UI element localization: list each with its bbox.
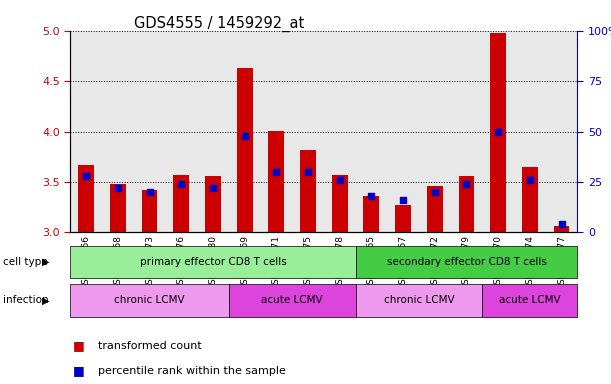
Text: transformed count: transformed count [98,341,202,351]
Point [461,181,471,187]
Text: acute LCMV: acute LCMV [262,295,323,306]
Point [177,181,186,187]
Bar [110,184,126,232]
Text: ■: ■ [73,364,85,377]
Bar [300,150,316,232]
Bar [229,284,356,317]
Text: ▶: ▶ [42,257,49,267]
Bar [174,175,189,232]
Point [335,177,345,183]
Bar [356,284,482,317]
Text: infection: infection [3,295,49,306]
Text: primary effector CD8 T cells: primary effector CD8 T cells [139,257,287,267]
Bar [427,186,443,232]
Bar [490,33,506,232]
Bar [458,176,474,232]
Bar [70,246,356,278]
Text: acute LCMV: acute LCMV [499,295,561,306]
Point [398,197,408,203]
Text: GDS4555 / 1459292_at: GDS4555 / 1459292_at [134,15,305,31]
Bar [142,190,158,232]
Text: cell type: cell type [3,257,48,267]
Bar [205,176,221,232]
Text: ▶: ▶ [42,295,49,306]
Bar [268,131,284,232]
Point [113,185,123,191]
Bar [395,205,411,232]
Bar [70,284,229,317]
Text: ■: ■ [73,339,85,352]
Bar [364,196,379,232]
Point [557,221,566,227]
Point [240,132,249,139]
Text: percentile rank within the sample: percentile rank within the sample [98,366,285,376]
Point [493,128,503,135]
Point [303,169,313,175]
Point [208,185,218,191]
Bar [78,165,94,232]
Bar [356,246,577,278]
Point [525,177,535,183]
Point [430,189,440,195]
Bar [332,175,348,232]
Bar [236,68,252,232]
Bar [482,284,577,317]
Text: chronic LCMV: chronic LCMV [384,295,454,306]
Bar [522,167,538,232]
Text: secondary effector CD8 T cells: secondary effector CD8 T cells [387,257,546,267]
Point [81,173,91,179]
Bar [554,226,569,232]
Point [271,169,281,175]
Text: chronic LCMV: chronic LCMV [114,295,185,306]
Point [367,193,376,199]
Point [145,189,155,195]
